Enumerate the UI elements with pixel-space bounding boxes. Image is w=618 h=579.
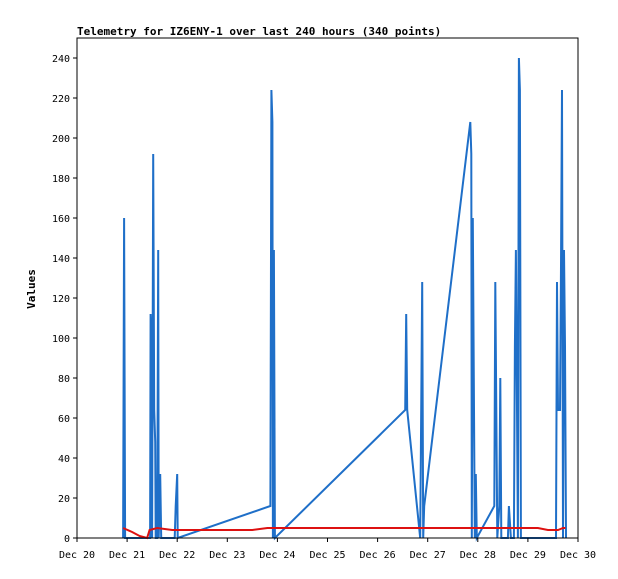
x-tick-label: Dec 27 (410, 550, 446, 561)
x-tick-label: Dec 24 (259, 550, 295, 561)
x-tick-label: Dec 28 (460, 550, 496, 561)
series-line-1 (122, 526, 566, 540)
y-tick-label: 0 (64, 534, 70, 545)
y-tick-label: 60 (58, 414, 70, 425)
y-tick-label: 160 (52, 214, 70, 225)
x-tick-label: Dec 30 (560, 550, 596, 561)
y-tick-label: 140 (52, 254, 70, 265)
x-tick-label: Dec 25 (309, 550, 345, 561)
y-tick-label: 40 (58, 454, 70, 465)
y-axis-label: Values (25, 269, 38, 309)
x-tick-label: Dec 23 (209, 550, 245, 561)
x-tick-label: Dec 26 (360, 550, 396, 561)
y-tick-label: 180 (52, 174, 70, 185)
chart-title: Telemetry for IZ6ENY-1 over last 240 hou… (77, 25, 441, 38)
y-tick-label: 100 (52, 334, 70, 345)
y-tick-label: 220 (52, 94, 70, 105)
x-tick-label: Dec 29 (510, 550, 546, 561)
x-axis: Dec 20 Dec 21 Dec 22 Dec 23 Dec 24 Dec 25 Dec … (59, 538, 596, 561)
y-axis: 0 20 40 60 80 100 120 140 160 180 200 220 240 (52, 54, 77, 545)
y-tick-label: 20 (58, 494, 70, 505)
x-tick-label: Dec 21 (109, 550, 145, 561)
x-tick-label: Dec 22 (159, 550, 195, 561)
y-tick-label: 80 (58, 374, 70, 385)
x-tick-label: Dec 20 (59, 550, 95, 561)
y-tick-label: 200 (52, 134, 70, 145)
y-tick-label: 120 (52, 294, 70, 305)
y-tick-label: 240 (52, 54, 70, 65)
